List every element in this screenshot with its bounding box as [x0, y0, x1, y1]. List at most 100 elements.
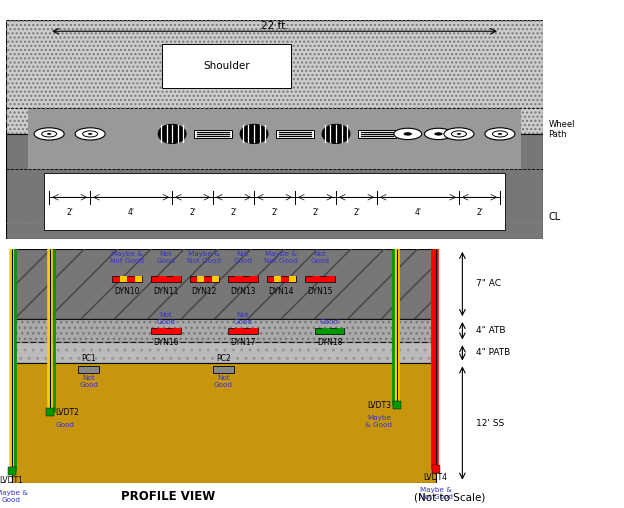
Text: LVDT4: LVDT4: [424, 473, 447, 482]
Bar: [12, 342, 436, 363]
FancyBboxPatch shape: [162, 44, 291, 88]
Bar: [274, 276, 281, 282]
Circle shape: [394, 128, 422, 140]
Bar: [250, 276, 258, 282]
Bar: [6, 134, 543, 239]
Bar: [173, 328, 180, 334]
Circle shape: [82, 131, 98, 137]
Bar: [6, 20, 543, 134]
Bar: [337, 328, 344, 334]
Text: Maybe &
Not Good: Maybe & Not Good: [265, 251, 298, 264]
Bar: [12, 249, 436, 319]
Text: 2': 2': [66, 208, 73, 217]
Text: 4': 4': [414, 208, 421, 217]
Text: Not
Good: Not Good: [233, 251, 252, 264]
Bar: [12, 319, 436, 342]
Text: (Not to Scale): (Not to Scale): [414, 493, 485, 503]
Text: DYN17: DYN17: [230, 338, 256, 347]
Circle shape: [404, 132, 412, 136]
Text: 12' SS: 12' SS: [475, 419, 504, 428]
Circle shape: [457, 133, 461, 135]
Text: Maybe
& Good: Maybe & Good: [364, 415, 392, 428]
Bar: [266, 276, 296, 282]
Text: Not
Good: Not Good: [310, 251, 329, 264]
Bar: [151, 276, 180, 282]
Text: DYN15: DYN15: [307, 287, 333, 296]
Circle shape: [444, 128, 474, 140]
Bar: [151, 328, 180, 334]
Text: PC1: PC1: [81, 355, 96, 363]
Bar: [213, 366, 234, 373]
Text: LVDT1: LVDT1: [0, 475, 24, 485]
Text: PROFILE VIEW: PROFILE VIEW: [121, 490, 216, 503]
Bar: [305, 276, 334, 282]
Bar: [135, 276, 142, 282]
Text: LVDT3: LVDT3: [368, 401, 392, 410]
Circle shape: [498, 133, 502, 135]
Bar: [194, 130, 232, 138]
Text: 2': 2': [230, 208, 237, 217]
Text: Maybe &
Not Good: Maybe & Not Good: [110, 251, 144, 264]
Bar: [120, 276, 127, 282]
Text: LVDT2: LVDT2: [56, 408, 79, 417]
Text: DYN12: DYN12: [192, 287, 217, 296]
Bar: [27, 108, 522, 169]
Bar: [358, 130, 396, 138]
Text: Maybe &
Not Good: Maybe & Not Good: [419, 487, 452, 500]
Bar: [173, 276, 180, 282]
Bar: [190, 276, 219, 282]
Text: 4': 4': [128, 208, 135, 217]
Bar: [328, 276, 334, 282]
Text: Not
Good: Not Good: [156, 312, 175, 326]
Bar: [112, 276, 142, 282]
Text: DYN13: DYN13: [230, 287, 256, 296]
Circle shape: [451, 131, 467, 137]
Bar: [276, 130, 314, 138]
Text: Good: Good: [320, 320, 339, 326]
Text: Not
Good: Not Good: [156, 251, 175, 264]
Text: Shoulder: Shoulder: [203, 61, 250, 71]
Bar: [235, 276, 243, 282]
Text: Not
Good: Not Good: [79, 375, 98, 388]
Bar: [228, 276, 258, 282]
Text: 7" AC: 7" AC: [475, 279, 501, 289]
Bar: [235, 328, 243, 334]
Bar: [250, 328, 258, 334]
Text: DYN11: DYN11: [153, 287, 178, 296]
Text: Wheel
Path: Wheel Path: [548, 120, 575, 139]
Circle shape: [88, 133, 92, 135]
Circle shape: [42, 131, 57, 137]
Text: Maybe &
Good: Maybe & Good: [0, 490, 27, 502]
Text: 2': 2': [312, 208, 319, 217]
Circle shape: [424, 128, 452, 140]
Text: 4" PATB: 4" PATB: [475, 348, 510, 358]
Text: Maybe &
Not Good: Maybe & Not Good: [187, 251, 222, 264]
Ellipse shape: [158, 124, 186, 144]
Text: 4" ATB: 4" ATB: [475, 326, 505, 335]
Ellipse shape: [240, 124, 268, 144]
Bar: [315, 328, 344, 334]
Text: 2': 2': [189, 208, 196, 217]
Circle shape: [434, 132, 442, 136]
Text: 2': 2': [353, 208, 360, 217]
Bar: [6, 20, 543, 134]
Text: Not
Good: Not Good: [233, 312, 252, 326]
Bar: [212, 276, 219, 282]
Text: 2': 2': [271, 208, 278, 217]
Bar: [12, 319, 436, 342]
Text: DYN14: DYN14: [269, 287, 294, 296]
Circle shape: [47, 133, 51, 135]
Bar: [158, 328, 166, 334]
Text: DYN16: DYN16: [153, 338, 178, 347]
Ellipse shape: [322, 124, 350, 144]
Text: PLAN VIEW: PLAN VIEW: [238, 250, 311, 263]
Text: Not
Good: Not Good: [214, 375, 233, 388]
Text: PC2: PC2: [217, 355, 231, 363]
Bar: [12, 363, 436, 483]
Text: 2': 2': [476, 208, 483, 217]
Text: 22 ft.: 22 ft.: [261, 21, 288, 31]
Text: DYN10: DYN10: [114, 287, 140, 296]
Text: CL: CL: [548, 212, 560, 222]
Circle shape: [492, 131, 507, 137]
Circle shape: [485, 128, 515, 140]
